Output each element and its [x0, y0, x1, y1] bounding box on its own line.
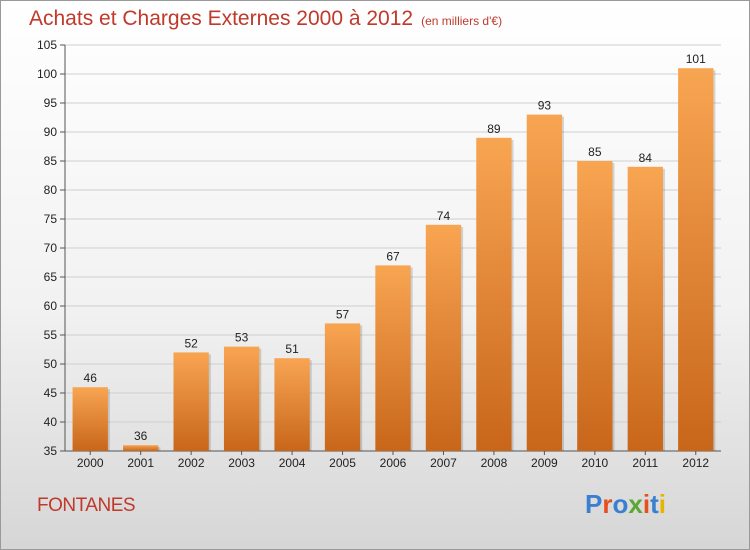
bar-2011[interactable] [627, 166, 663, 452]
y-tick-label: 80 [44, 183, 58, 197]
chart-subtitle: (en milliers d'€) [421, 14, 503, 28]
bar-2009[interactable] [526, 114, 563, 451]
y-tick-label: 35 [44, 444, 58, 458]
logo-letter: P [585, 489, 603, 519]
logo-letter: x [628, 489, 643, 519]
y-tick-label: 90 [44, 125, 58, 139]
logo-letter: i [658, 489, 666, 519]
bar-value-label: 36 [134, 429, 148, 443]
bar-2004[interactable] [274, 358, 310, 451]
y-tick-label: 40 [44, 415, 58, 429]
bar-value-label: 53 [235, 331, 249, 345]
x-tick-label: 2009 [531, 456, 558, 470]
chart-title: Achats et Charges Externes 2000 à 2012 (e… [29, 7, 502, 31]
bar-value-label: 67 [386, 249, 400, 263]
x-tick-label: 2007 [430, 456, 457, 470]
bar-2001[interactable] [123, 445, 159, 451]
bar-value-label: 101 [686, 52, 706, 66]
bar-2008[interactable] [476, 137, 512, 452]
bar-value-label: 57 [336, 307, 350, 321]
logo-letter: r [602, 489, 613, 519]
bar-2007[interactable] [425, 224, 462, 451]
x-tick-label: 2008 [481, 456, 508, 470]
bar-value-label: 84 [639, 151, 653, 165]
y-tick-label: 105 [37, 38, 57, 52]
y-tick-label: 75 [44, 212, 58, 226]
x-tick-label: 2011 [632, 456, 658, 470]
y-tick-label: 55 [44, 328, 58, 342]
y-tick-label: 45 [44, 386, 58, 400]
x-tick-label: 2002 [178, 456, 205, 470]
bar-2003[interactable] [223, 346, 260, 451]
bar-value-label: 51 [285, 342, 299, 356]
bar-2006[interactable] [375, 265, 411, 451]
x-axis-labels: 2000 2001 2002 2003 2004 2005 2006 2007 2008 2009… [77, 451, 709, 470]
proxiti-logo[interactable]: Proxiti [585, 489, 666, 520]
bar-value-label: 52 [184, 336, 198, 350]
bar-value-label: 46 [84, 371, 98, 385]
y-tick-label: 85 [44, 154, 58, 168]
bar-2005[interactable] [324, 323, 361, 451]
bar-2002[interactable] [173, 352, 209, 451]
x-tick-label: 2005 [329, 456, 356, 470]
y-tick-label: 65 [44, 270, 58, 284]
commune-name: FONTANES [37, 495, 136, 516]
bar-2012[interactable] [678, 68, 714, 451]
x-tick-label: 2012 [682, 456, 709, 470]
logo-letter: o [612, 489, 629, 519]
bars: 46 36 52 53 51 57 67 74 89 93 85 84 101 [72, 52, 716, 452]
x-tick-label: 2003 [228, 456, 255, 470]
x-tick-label: 2001 [127, 456, 154, 470]
x-tick-label: 2000 [77, 456, 104, 470]
x-tick-label: 2010 [581, 456, 608, 470]
y-tick-label: 95 [44, 96, 58, 110]
bar-value-label: 93 [538, 99, 552, 113]
bar-value-label: 85 [588, 145, 602, 159]
chart-title-text: Achats et Charges Externes 2000 à 2012 [29, 7, 414, 30]
y-tick-label: 70 [44, 241, 58, 255]
bar-value-label: 89 [487, 122, 501, 136]
bar-2010[interactable] [577, 161, 613, 451]
x-tick-label: 2004 [279, 456, 306, 470]
x-tick-label: 2006 [380, 456, 407, 470]
logo-letter: i [642, 489, 651, 519]
logo-letter: t [650, 489, 659, 519]
bar-2000[interactable] [72, 387, 108, 451]
bar-value-label: 74 [437, 209, 451, 223]
y-tick-label: 100 [37, 67, 57, 81]
y-tick-label: 60 [44, 299, 58, 313]
y-tick-label: 50 [44, 357, 58, 371]
